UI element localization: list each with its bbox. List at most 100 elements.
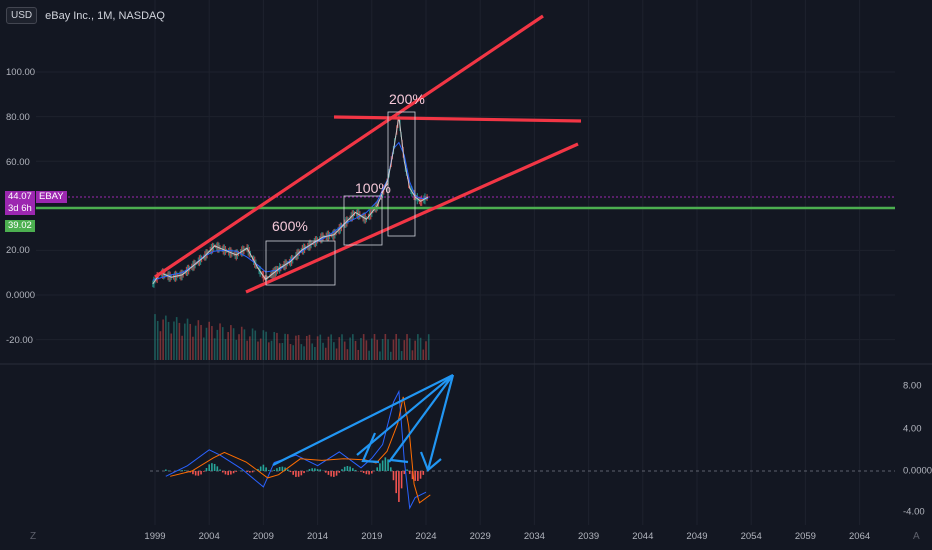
peak-horizontal-line[interactable] [333, 115, 582, 123]
histogram-bar [211, 463, 213, 471]
histogram-bar [265, 467, 267, 471]
volume-bars [154, 314, 430, 360]
volume-bar [270, 340, 273, 360]
price-axis-label: 0.0000 [6, 290, 36, 301]
histogram-bar [387, 459, 389, 471]
price-axis-label: 80.00 [6, 112, 30, 123]
volume-bar [194, 325, 197, 360]
histogram-bar [278, 466, 281, 471]
histogram-bar [232, 471, 235, 474]
volume-bar [268, 342, 270, 360]
histogram-bar [197, 471, 200, 476]
moving-average-line [152, 141, 429, 281]
volume-bar [343, 341, 346, 360]
volume-bar [362, 334, 365, 360]
time-axis-label: 2009 [252, 531, 274, 542]
volume-bar [349, 337, 351, 360]
volume-bar [411, 350, 414, 360]
time-axis-label: 2044 [632, 531, 654, 542]
histogram-bar [346, 465, 349, 471]
volume-bar [154, 314, 156, 360]
price-axis-label: 60.00 [6, 157, 30, 168]
arrow-drawings[interactable] [272, 374, 455, 472]
annotation-100: 100% [355, 180, 391, 196]
volume-bar [251, 328, 254, 360]
histogram-bar [194, 471, 197, 476]
volume-bar [227, 332, 229, 360]
histogram-bar [289, 471, 292, 473]
box-600[interactable] [265, 240, 336, 286]
annotation-200: 200% [389, 91, 425, 107]
box-200[interactable] [387, 111, 416, 237]
volume-bar [316, 336, 319, 360]
time-axis-label: 2054 [740, 531, 762, 542]
time-axis-label: 2059 [794, 531, 816, 542]
histogram-bar [365, 471, 368, 475]
histogram-bar [319, 469, 322, 471]
histogram-bar [338, 471, 341, 473]
volume-bar [333, 342, 335, 360]
volume-bar [427, 334, 430, 360]
volume-bar [216, 329, 219, 360]
volume-bar [352, 334, 354, 360]
arrow-head-1 [361, 432, 380, 464]
histogram-bar [303, 471, 305, 474]
volume-bar [414, 340, 416, 360]
histogram-bar [411, 471, 414, 480]
volume-bar [303, 346, 305, 360]
zoom-indicator[interactable]: Z [30, 531, 37, 542]
histogram-bar [178, 470, 181, 471]
volume-bar [213, 338, 216, 360]
osc-axis-label: 0.0000 [903, 465, 932, 477]
histogram-bar [192, 471, 194, 475]
histogram-bar [235, 471, 238, 472]
histogram-bar [213, 463, 216, 471]
upper-trendline[interactable] [154, 14, 544, 279]
lower-trendline[interactable] [245, 142, 579, 294]
volume-bar [219, 323, 221, 360]
volume-bar [221, 327, 224, 360]
volume-bar [159, 331, 162, 360]
volume-bar [167, 321, 170, 360]
histogram-bar [230, 471, 232, 475]
box-100[interactable] [343, 195, 383, 246]
histogram-bar [202, 471, 205, 472]
volume-bar [240, 326, 243, 360]
volume-bar [311, 343, 313, 360]
volume-bar [327, 336, 330, 360]
volume-bar [365, 340, 368, 360]
histogram-bar [221, 471, 224, 473]
price-axis-label: 20.00 [6, 245, 30, 256]
volume-bar [425, 341, 427, 360]
histogram-bar [376, 467, 379, 471]
auto-scale-button[interactable]: A [913, 531, 920, 542]
currency-button[interactable]: USD [6, 7, 38, 24]
histogram-bar [379, 463, 381, 471]
histogram-bar [292, 471, 295, 475]
histogram-bar [251, 471, 254, 473]
volume-bar [357, 349, 360, 360]
time-axis-label: 2049 [686, 531, 708, 542]
osc-axis-label: 4.00 [903, 423, 922, 435]
volume-bar [200, 324, 202, 360]
volume-bar [249, 336, 251, 360]
annotation-600: 600% [272, 218, 308, 234]
volume-bar [330, 334, 332, 360]
volume-bar [289, 344, 292, 360]
time-axis-label: 2029 [469, 531, 491, 542]
histogram-bar [419, 471, 422, 479]
histogram-bar [257, 468, 259, 471]
histogram-bar [246, 471, 248, 472]
volume-bar [308, 334, 311, 360]
volume-bar [389, 351, 392, 360]
volume-bar [406, 334, 408, 360]
volume-bar [371, 338, 373, 360]
price-line [152, 116, 429, 285]
oscillator [165, 389, 431, 510]
symbol-title: eBay Inc., 1M, NASDAQ [45, 9, 165, 22]
volume-bar [419, 337, 422, 360]
histogram-bar [227, 471, 229, 476]
volume-bar [162, 319, 164, 360]
